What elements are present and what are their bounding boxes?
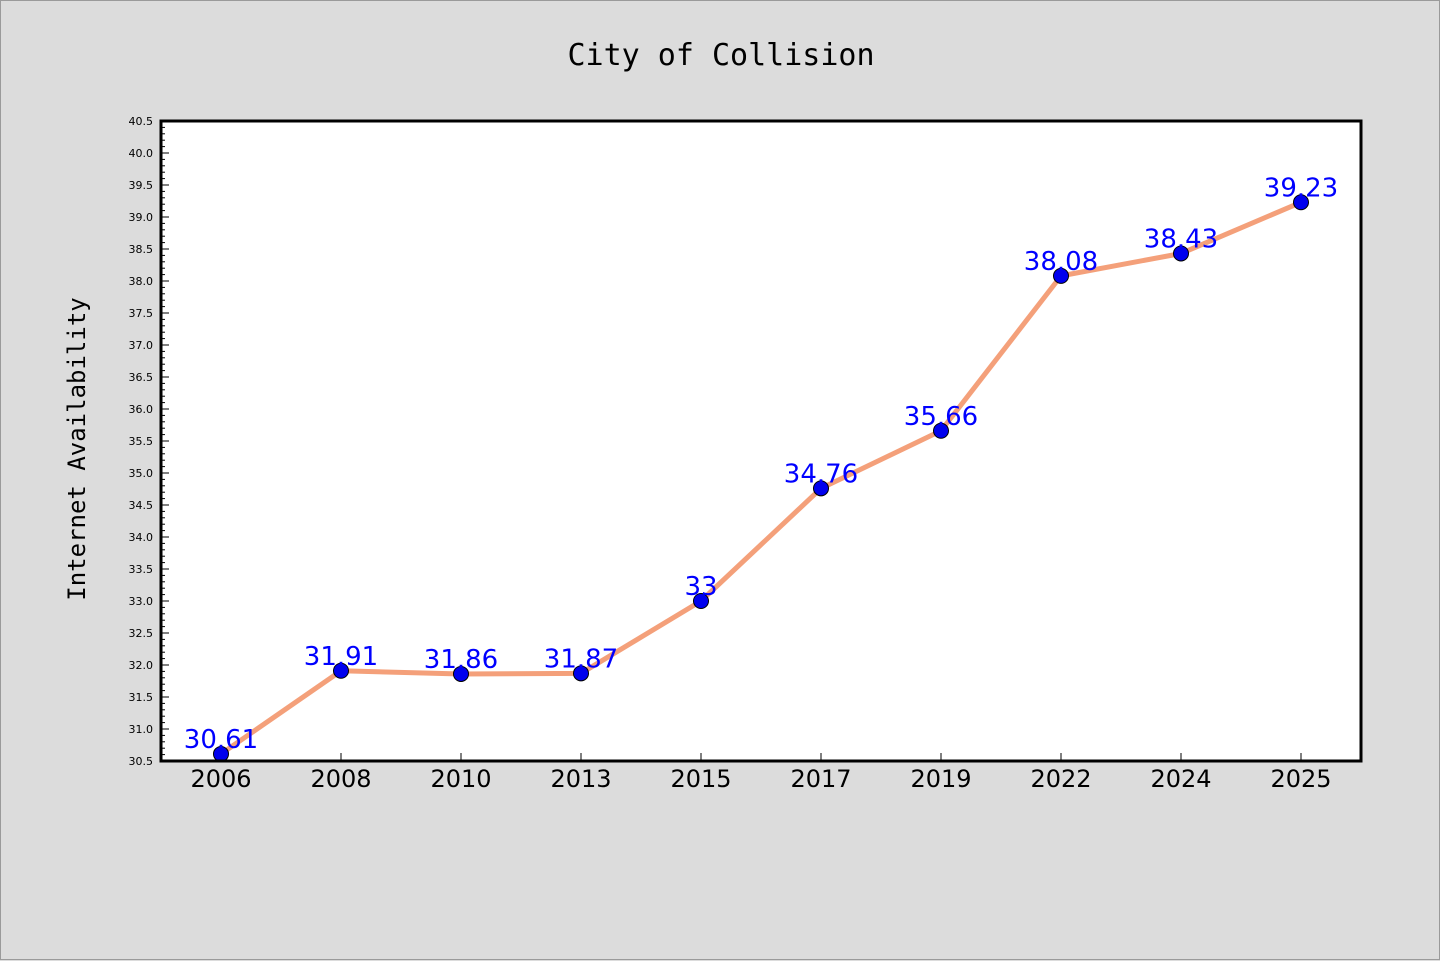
x-tick-label: 2024 [1150, 765, 1211, 793]
x-tick-label: 2022 [1030, 765, 1091, 793]
y-tick-label: 40.0 [129, 147, 154, 160]
x-tick-label: 2013 [550, 765, 611, 793]
x-tick-label: 2019 [910, 765, 971, 793]
y-tick-label: 37.5 [129, 307, 154, 320]
data-labels: 30.61 31.91 31.86 31.87 33 34.76 35.66 38.08 38.… [184, 173, 1338, 755]
data-point [693, 593, 709, 609]
y-tick-label: 31.0 [129, 723, 154, 736]
data-label: 31.86 [424, 645, 498, 675]
data-point [1293, 194, 1309, 211]
y-tick-label: 33.5 [129, 563, 154, 576]
x-tick-label: 2006 [190, 765, 251, 793]
x-tick-label: 2025 [1270, 765, 1331, 793]
x-tick-label: 2010 [430, 765, 491, 793]
x-tick-label: 2008 [310, 765, 371, 793]
x-axis-ticks: 2006 2008 2010 2013 2015 2017 2019 2022 2024 2025 [190, 753, 1332, 793]
data-point [333, 662, 349, 679]
y-tick-label: 32.0 [129, 659, 154, 672]
y-tick-label: 32.5 [129, 627, 154, 640]
x-tick-label: 2015 [670, 765, 731, 793]
y-tick-label: 37.0 [129, 339, 154, 352]
y-tick-label: 30.5 [129, 755, 154, 768]
y-axis-label: Internet Availability [63, 297, 91, 600]
y-tick-label: 40.5 [129, 115, 154, 128]
data-point [1173, 245, 1189, 262]
series-line [218, 199, 1304, 757]
y-tick-label: 34.0 [129, 531, 154, 544]
data-point [933, 422, 949, 439]
data-label: 31.91 [304, 642, 378, 672]
y-tick-label: 39.0 [129, 211, 154, 224]
y-tick-label: 36.5 [129, 371, 154, 384]
data-label: 38.43 [1144, 224, 1218, 254]
data-point [1053, 267, 1069, 284]
data-point [573, 665, 589, 682]
x-tick-label: 2017 [790, 765, 851, 793]
data-label: 30.61 [184, 725, 258, 755]
y-tick-label: 33.0 [129, 595, 154, 608]
y-tick-label: 39.5 [129, 179, 154, 192]
y-tick-label: 35.0 [129, 467, 154, 480]
y-tick-label: 38.5 [129, 243, 154, 256]
y-tick-label: 38.0 [129, 275, 154, 288]
data-markers [213, 194, 1309, 762]
data-point [453, 665, 469, 682]
data-point [813, 480, 829, 497]
y-tick-label: 36.0 [129, 403, 154, 416]
y-axis-ticks: 30.5 31.0 31.5 32.0 32.5 33.0 33.5 34.0 34.5 35.0… [129, 115, 169, 768]
y-tick-label: 34.5 [129, 499, 154, 512]
plot-area [161, 121, 1361, 761]
data-label: 33 [684, 572, 717, 602]
data-label: 34.76 [784, 459, 858, 489]
data-label: 39.23 [1264, 173, 1338, 203]
y-tick-label: 35.5 [129, 435, 154, 448]
data-label: 31.87 [544, 644, 618, 674]
chart-title: City of Collision [567, 38, 874, 73]
y-tick-label: 31.5 [129, 691, 154, 704]
data-label: 35.66 [904, 402, 978, 432]
data-label: 38.08 [1024, 247, 1098, 277]
plot-border [159, 119, 1363, 763]
